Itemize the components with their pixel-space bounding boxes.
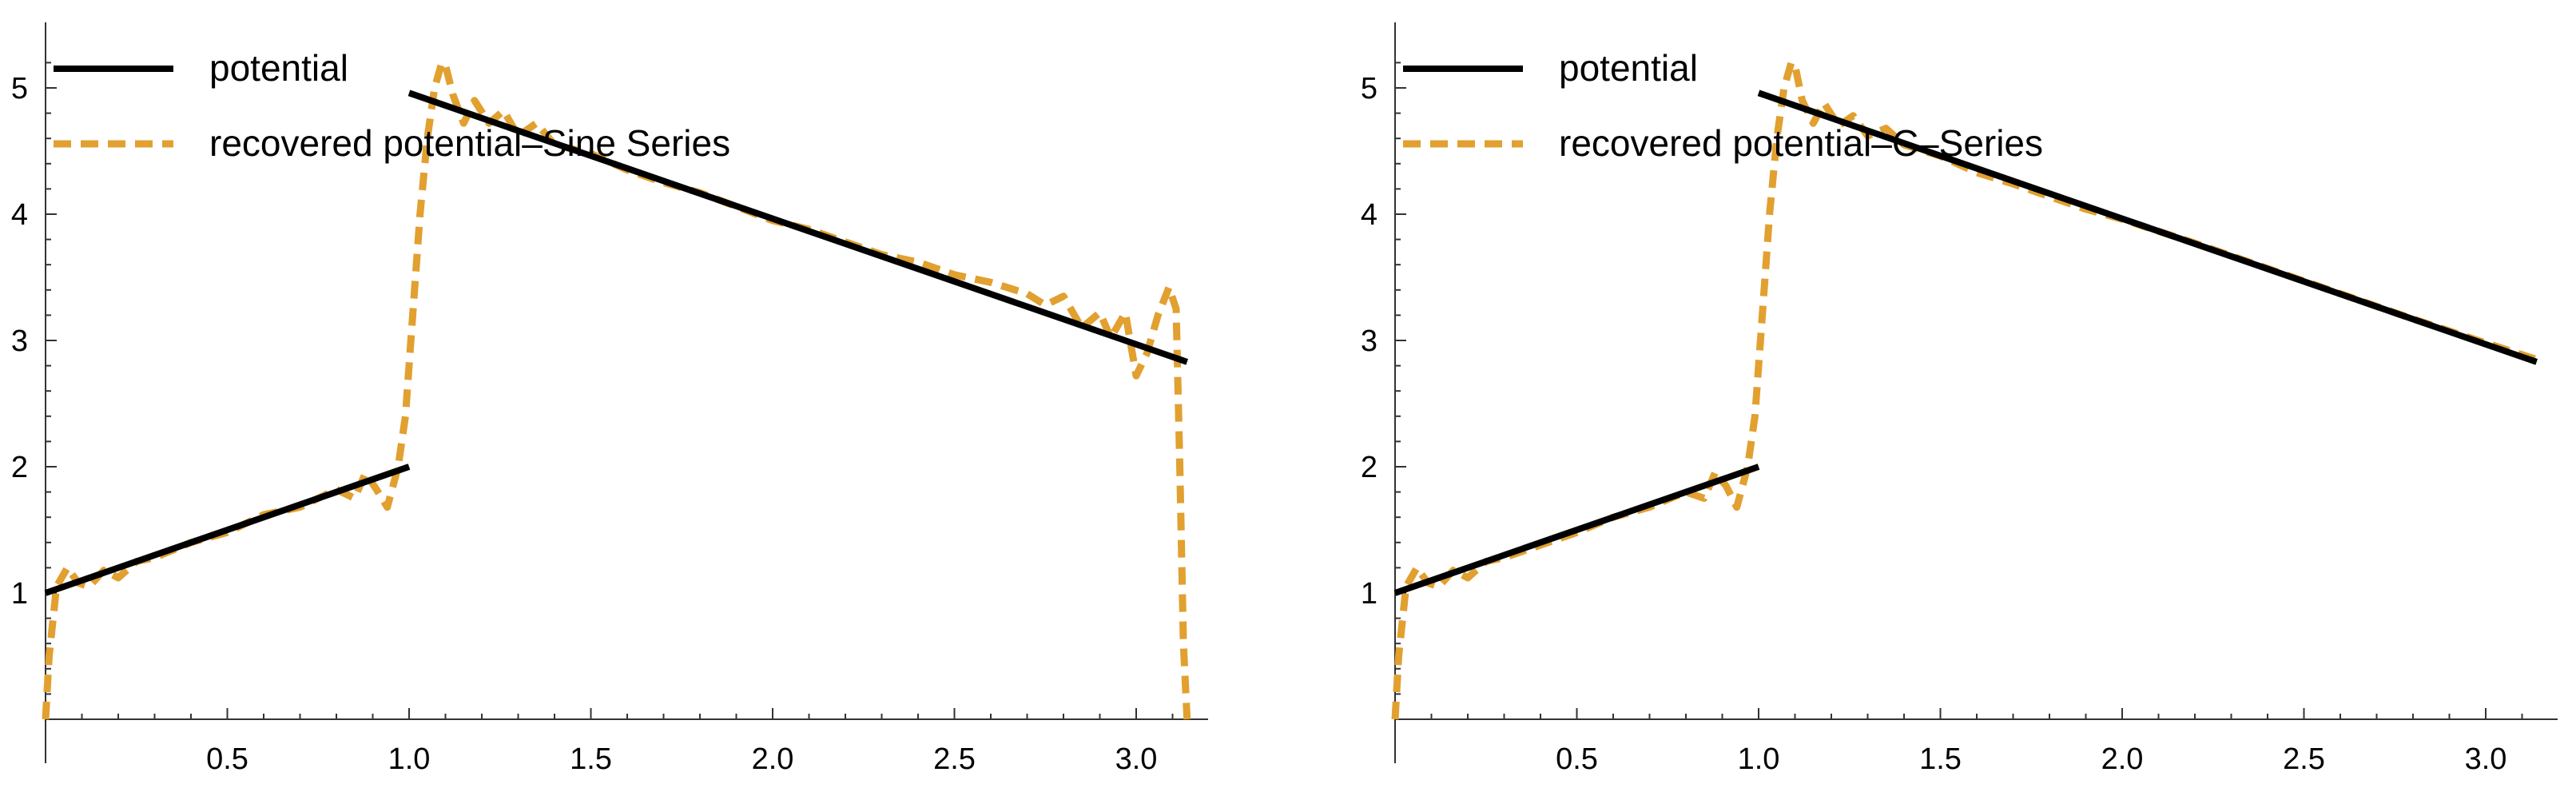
legend-label-recovered: recovered potential–C–Series xyxy=(1559,122,2043,164)
x-tick-label: 1.5 xyxy=(570,742,612,776)
y-tick-label: 3 xyxy=(11,324,28,358)
y-tick-label: 5 xyxy=(11,72,28,105)
y-tick-label: 4 xyxy=(1361,198,1377,232)
potential-series-segment xyxy=(1757,90,2538,365)
x-tick-label: 0.5 xyxy=(206,742,248,776)
y-tick-label: 5 xyxy=(1361,72,1377,105)
y-tick-label: 2 xyxy=(11,451,28,484)
x-tick-label: 2.5 xyxy=(2283,742,2325,776)
x-tick-label: 1.0 xyxy=(1738,742,1780,776)
x-tick-label: 3.0 xyxy=(1115,742,1158,776)
y-tick-label: 1 xyxy=(11,577,28,611)
x-tick-label: 1.5 xyxy=(1919,742,1962,776)
potential-series-segment xyxy=(1393,464,1760,596)
x-tick-label: 3.0 xyxy=(2465,742,2507,776)
y-tick-label: 3 xyxy=(1361,324,1377,358)
x-tick-label: 2.0 xyxy=(2101,742,2144,776)
y-tick-label: 2 xyxy=(1361,451,1377,484)
left-panel: 0.5 1.0 1.5 2.0 2.5 3.0 1 2 3 4 5 potential recovere… xyxy=(11,22,1208,776)
legend-label-potential: potential xyxy=(209,47,348,89)
right-panel: 0.5 1.0 1.5 2.0 2.5 3.0 1 2 3 4 5 potential recovere… xyxy=(1361,22,2558,776)
y-tick-label: 1 xyxy=(1361,577,1377,611)
y-tick-label: 4 xyxy=(11,198,28,232)
x-tick-label: 2.5 xyxy=(933,742,976,776)
legend-label-potential: potential xyxy=(1559,47,1698,89)
potential-series-segment xyxy=(407,90,1189,365)
potential-series-segment xyxy=(44,464,411,596)
x-tick-label: 1.0 xyxy=(388,742,431,776)
legend-label-recovered: recovered potential–Sine Series xyxy=(209,122,730,164)
x-tick-label: 0.5 xyxy=(1556,742,1598,776)
x-tick-label: 2.0 xyxy=(752,742,794,776)
